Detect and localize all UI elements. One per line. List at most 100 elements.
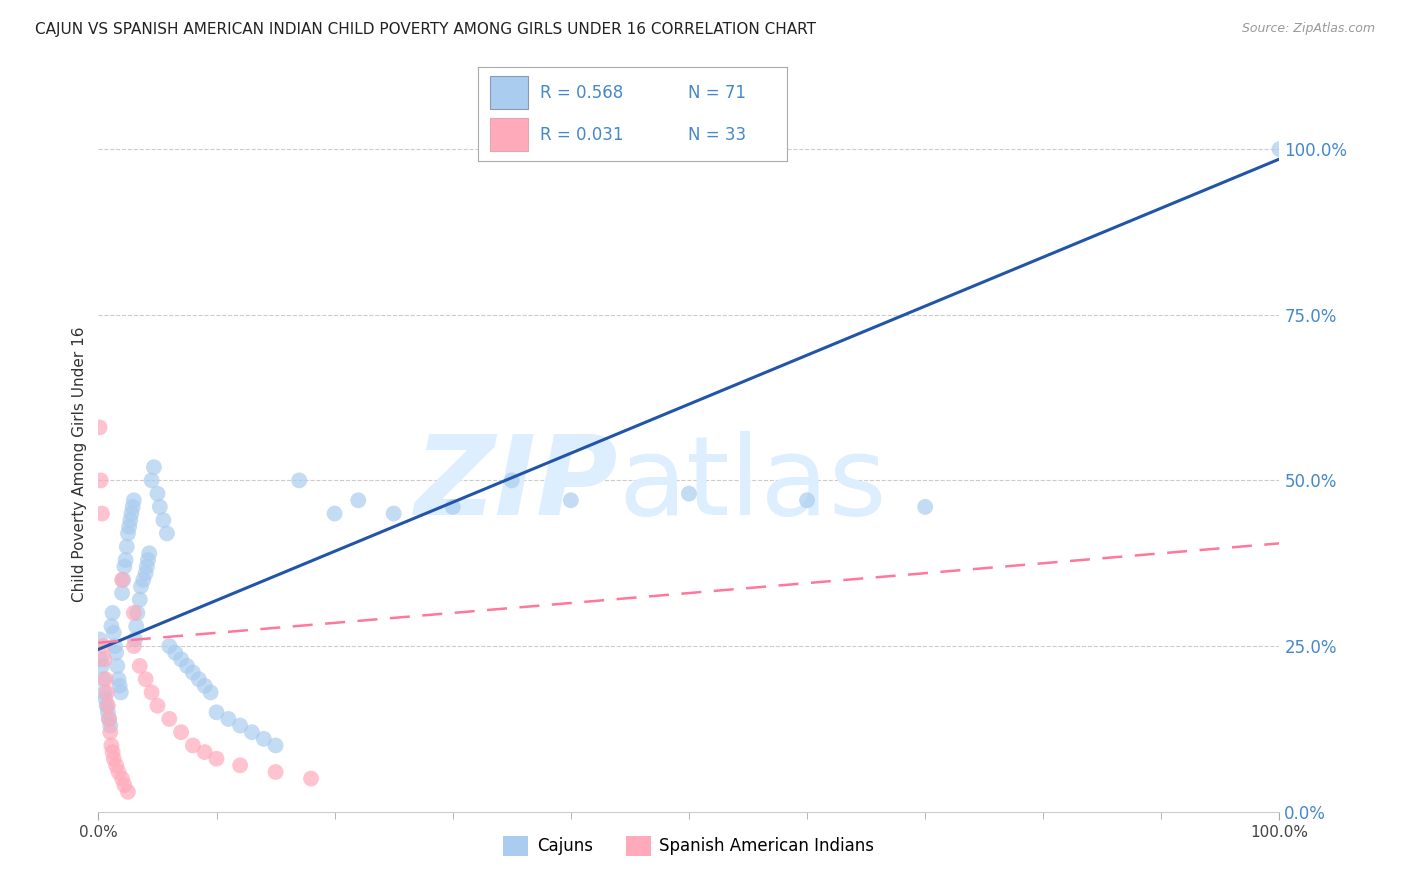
Point: [149, 500, 172, 514]
Point: [112, 778, 135, 792]
Point: [194, 745, 217, 759]
Point: [205, 752, 228, 766]
Point: [100, 619, 122, 633]
Point: [93, 685, 115, 699]
Point: [115, 540, 138, 554]
Point: [181, 739, 204, 753]
Point: [121, 507, 143, 521]
Point: [129, 579, 152, 593]
Point: [176, 659, 198, 673]
Point: [105, 659, 128, 673]
Point: [157, 712, 180, 726]
Point: [97, 706, 120, 720]
Point: [678, 486, 700, 500]
Point: [108, 679, 131, 693]
Point: [796, 493, 818, 508]
Point: [120, 513, 142, 527]
Point: [89, 632, 111, 647]
Point: [135, 672, 157, 686]
Point: [200, 685, 222, 699]
Point: [217, 712, 239, 726]
Legend: Cajuns, Spanish American Indians: Cajuns, Spanish American Indians: [496, 829, 882, 863]
Point: [111, 573, 134, 587]
Text: R = 0.031: R = 0.031: [540, 126, 623, 144]
Point: [146, 486, 169, 500]
Point: [229, 718, 252, 732]
Text: Source: ZipAtlas.com: Source: ZipAtlas.com: [1241, 22, 1375, 36]
Point: [90, 652, 112, 666]
Point: [117, 785, 139, 799]
Point: [97, 698, 120, 713]
Point: [229, 758, 252, 772]
Point: [117, 526, 139, 541]
Point: [91, 507, 114, 521]
Point: [105, 758, 128, 772]
Point: [96, 685, 118, 699]
Point: [107, 672, 129, 686]
Point: [146, 698, 169, 713]
Point: [138, 546, 160, 560]
Point: [93, 652, 115, 666]
Point: [110, 685, 132, 699]
Point: [94, 672, 117, 686]
Point: [1268, 142, 1291, 156]
Point: [98, 725, 121, 739]
FancyBboxPatch shape: [491, 77, 527, 109]
Point: [104, 639, 127, 653]
Point: [264, 739, 287, 753]
Point: [441, 500, 464, 514]
Point: [135, 559, 157, 574]
Point: [98, 718, 121, 732]
Point: [96, 698, 118, 713]
Point: [98, 712, 121, 726]
Point: [127, 606, 149, 620]
Point: [170, 652, 193, 666]
Point: [107, 764, 129, 779]
Point: [152, 513, 174, 527]
Point: [121, 500, 143, 514]
Point: [98, 712, 121, 726]
Point: [323, 507, 346, 521]
Point: [112, 573, 135, 587]
Point: [125, 619, 148, 633]
Point: [187, 672, 209, 686]
Point: [124, 632, 146, 647]
Point: [141, 685, 163, 699]
Point: [253, 731, 276, 746]
Point: [205, 706, 228, 720]
Point: [122, 606, 145, 620]
Point: [132, 573, 155, 587]
Point: [501, 474, 523, 488]
Point: [111, 772, 134, 786]
Point: [165, 646, 187, 660]
Text: N = 33: N = 33: [689, 126, 747, 144]
Point: [91, 639, 114, 653]
Point: [264, 764, 287, 779]
Point: [347, 493, 370, 508]
Point: [91, 659, 114, 673]
Point: [914, 500, 936, 514]
Point: [122, 493, 145, 508]
Point: [94, 692, 117, 706]
Point: [103, 752, 125, 766]
Point: [288, 474, 311, 488]
Text: CAJUN VS SPANISH AMERICAN INDIAN CHILD POVERTY AMONG GIRLS UNDER 16 CORRELATION : CAJUN VS SPANISH AMERICAN INDIAN CHILD P…: [35, 22, 815, 37]
Point: [382, 507, 405, 521]
Point: [128, 659, 150, 673]
Point: [103, 625, 125, 640]
Point: [194, 679, 217, 693]
Point: [118, 520, 141, 534]
Text: atlas: atlas: [619, 431, 887, 538]
Point: [111, 586, 134, 600]
Point: [170, 725, 193, 739]
Point: [114, 553, 136, 567]
Point: [181, 665, 204, 680]
Point: [101, 745, 124, 759]
Point: [135, 566, 157, 581]
Point: [560, 493, 582, 508]
Point: [100, 739, 122, 753]
Point: [157, 639, 180, 653]
Point: [156, 526, 179, 541]
Point: [128, 592, 150, 607]
Point: [122, 639, 145, 653]
